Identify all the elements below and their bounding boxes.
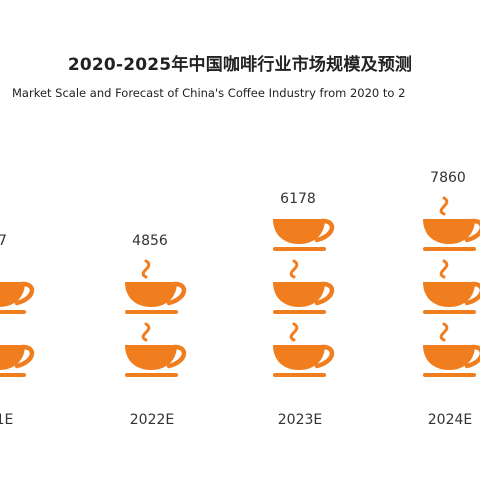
value-label: 17 <box>0 233 7 249</box>
coffee-cup-icon <box>273 259 335 314</box>
value-label: 4856 <box>132 233 168 249</box>
coffee-cup-icon <box>0 281 35 314</box>
coffee-cup-icon <box>273 218 335 251</box>
chart-subtitle: Market Scale and Forecast of China's Cof… <box>12 86 406 100</box>
coffee-cup-icon <box>423 322 480 377</box>
coffee-cup-icon <box>273 322 335 377</box>
value-label: 7860 <box>430 170 466 186</box>
coffee-cup-icon <box>0 344 35 377</box>
coffee-cup-icon <box>125 259 187 314</box>
category-label: 2024E <box>428 412 472 428</box>
coffee-cup-icon <box>125 322 187 377</box>
chart-title: 2020-2025年中国咖啡行业市场规模及预测 <box>67 55 413 75</box>
coffee-cup-icon <box>423 259 480 314</box>
coffee-cup-icon <box>423 196 480 251</box>
category-label: 2023E <box>278 412 322 428</box>
category-label: 21E <box>0 412 13 428</box>
category-label: 2022E <box>130 412 174 428</box>
value-label: 6178 <box>280 191 316 207</box>
